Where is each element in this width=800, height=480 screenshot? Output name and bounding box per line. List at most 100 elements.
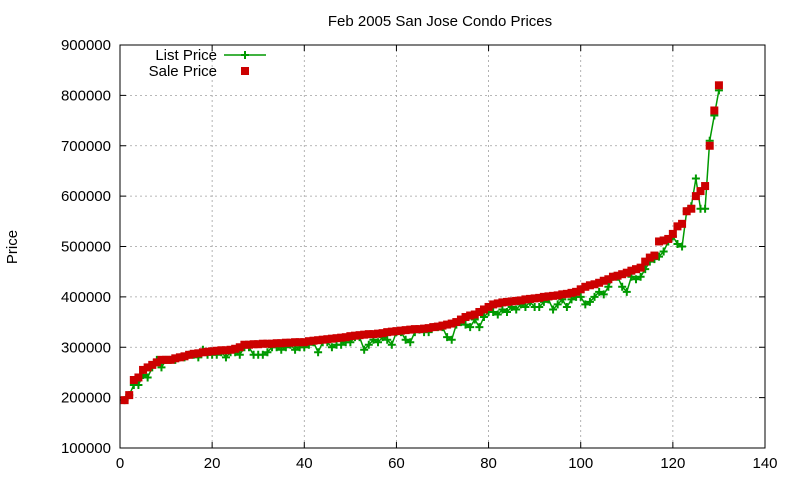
sale-price-point (608, 272, 617, 281)
y-tick-label: 300000 (61, 339, 111, 356)
list-price-point (475, 323, 484, 332)
sale-price-point (258, 339, 267, 348)
sale-price-point (562, 289, 571, 298)
sale-price-point (498, 298, 507, 307)
sale-price-point (659, 236, 668, 245)
sale-price-point (120, 396, 129, 405)
sale-price-point (544, 292, 553, 301)
sale-price-point (166, 355, 175, 364)
list-price-point (221, 353, 230, 362)
x-tick-label: 0 (116, 455, 124, 472)
sale-price-point (323, 335, 332, 344)
list-price-point (599, 290, 608, 299)
y-tick-label: 700000 (61, 138, 111, 155)
sale-price-point (383, 328, 392, 337)
list-price-point (498, 305, 507, 314)
chart-title: Feb 2005 San Jose Condo Prices (328, 13, 552, 30)
sale-price-point (143, 363, 152, 372)
sale-price-point (549, 291, 558, 300)
sale-price-point (479, 305, 488, 314)
sale-price-point (705, 141, 714, 150)
list-price-point (327, 343, 336, 352)
list-price-point (590, 292, 599, 301)
sale-price-point (493, 299, 502, 308)
sale-price-point (152, 358, 161, 367)
x-tick-label: 20 (204, 455, 221, 472)
sale-price-series (120, 81, 723, 405)
list-price-point (632, 275, 640, 284)
sale-price-point (346, 332, 355, 341)
plot-frame (119, 44, 766, 449)
sale-price-point (360, 330, 369, 339)
sale-price-point (530, 294, 539, 303)
list-price-point (618, 282, 627, 291)
sale-price-point (364, 330, 373, 339)
list-price-point (595, 287, 604, 296)
sale-price-point (503, 297, 511, 306)
sale-price-point (447, 319, 456, 328)
sale-price-point (392, 327, 401, 336)
list-price-point (401, 335, 410, 344)
sale-price-point (585, 281, 594, 290)
list-price-point (157, 363, 166, 372)
sale-price-point (484, 302, 493, 311)
sale-price-point (415, 325, 424, 334)
sale-price-point (245, 340, 253, 349)
sale-price-point (714, 81, 723, 90)
sale-price-point (314, 336, 323, 345)
sale-price-point (438, 321, 447, 330)
sale-price-point (254, 340, 263, 349)
sale-price-point (664, 234, 673, 243)
sale-price-point (185, 350, 194, 359)
sale-price-point (645, 253, 654, 262)
sale-price-point (687, 204, 696, 213)
sale-price-point (682, 207, 691, 216)
sale-price-point (134, 373, 143, 382)
list-price-point (576, 292, 585, 301)
sale-price-point (240, 340, 249, 349)
sale-price-point (272, 339, 281, 348)
list-price-point (374, 338, 382, 347)
sale-price-point (318, 335, 327, 344)
list-price-point (581, 300, 590, 309)
sale-price-point (710, 106, 719, 115)
y-tick-label: 100000 (61, 440, 111, 457)
list-price-point (521, 302, 530, 311)
sale-price-point (470, 310, 479, 319)
sale-price-point (148, 360, 157, 369)
sale-price-point (410, 325, 419, 334)
sale-price-point (558, 290, 567, 299)
sale-price-point (456, 315, 465, 324)
x-tick-label: 80 (480, 455, 497, 472)
sale-price-point (696, 187, 705, 196)
y-tick-label: 400000 (61, 289, 111, 306)
sale-price-point (194, 349, 203, 358)
sale-price-point (678, 219, 687, 228)
sale-price-point (350, 331, 359, 340)
sale-price-point (622, 268, 631, 277)
sale-price-point (655, 237, 664, 246)
list-price-point (503, 307, 511, 316)
list-price-point (673, 239, 682, 248)
legend-list-price-marker (241, 51, 249, 59)
list-price-point (143, 373, 152, 382)
sale-price-point (203, 347, 212, 356)
sale-price-point (291, 338, 300, 347)
sale-price-point (526, 294, 535, 303)
sale-price-point (157, 355, 166, 364)
sale-price-point (604, 275, 613, 284)
list-price-point (461, 320, 470, 329)
sale-price-point (535, 293, 544, 302)
sale-price-point (221, 346, 230, 355)
list-price-point (585, 297, 594, 306)
sale-price-point (387, 327, 396, 336)
list-price-point (447, 335, 456, 344)
sale-price-point (212, 346, 221, 355)
sale-price-point (208, 347, 217, 356)
list-price-point (549, 305, 558, 314)
sale-price-point (268, 339, 277, 348)
sale-price-point (641, 257, 650, 266)
sale-price-point (512, 296, 521, 305)
y-tick-label: 500000 (61, 239, 111, 256)
